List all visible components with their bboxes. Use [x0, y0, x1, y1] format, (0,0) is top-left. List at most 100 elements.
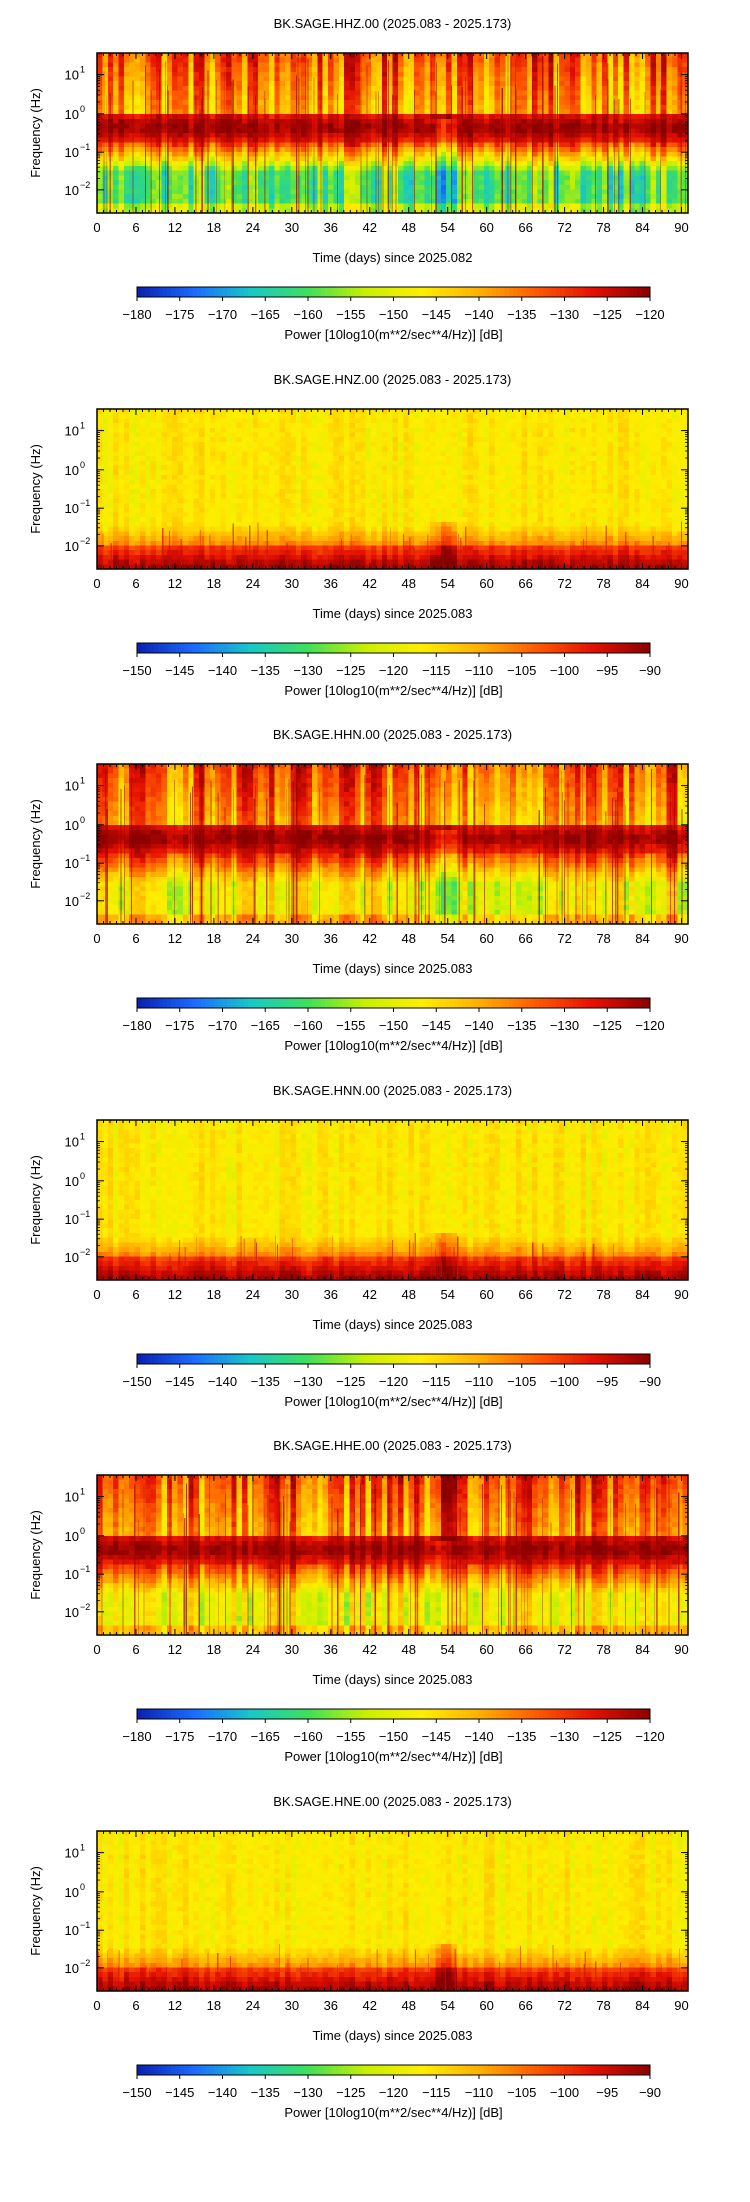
heatmap-cell	[425, 138, 431, 143]
heatmap-cell	[548, 138, 554, 143]
heatmap-cell	[161, 423, 167, 428]
colorbar-segment	[171, 287, 176, 297]
heatmap-cell	[376, 133, 382, 138]
heatmap-cell	[269, 77, 275, 82]
heatmap-cell	[328, 62, 334, 67]
heatmap-cell	[215, 465, 221, 470]
heatmap-cell	[215, 189, 221, 194]
heatmap-cell	[532, 175, 538, 180]
heatmap-cell	[570, 166, 576, 171]
heatmap-cell	[478, 185, 484, 190]
heatmap-cell	[570, 138, 576, 143]
heatmap-cell	[129, 508, 135, 513]
heatmap-cell	[317, 72, 323, 77]
heatmap-cell	[151, 428, 157, 433]
heatmap-cell	[280, 171, 286, 176]
heatmap-cell	[145, 498, 151, 503]
heatmap-cell	[516, 161, 522, 166]
heatmap-cell	[564, 185, 570, 190]
heatmap-cell	[280, 109, 286, 114]
heatmap-cell	[172, 77, 178, 82]
heatmap-cell	[398, 72, 404, 77]
heatmap-cell	[425, 199, 431, 204]
heatmap-cell	[468, 138, 474, 143]
heatmap-cell	[645, 95, 651, 100]
heatmap-cell	[376, 95, 382, 100]
heatmap-cell	[532, 166, 538, 171]
heatmap-cell	[161, 100, 167, 105]
heatmap-cell	[178, 185, 184, 190]
heatmap-cell	[161, 503, 167, 508]
heatmap-cell	[575, 72, 581, 77]
heatmap-cell	[183, 522, 189, 527]
heatmap-cell	[178, 489, 184, 494]
heatmap-cell	[430, 86, 436, 91]
heatmap-cell	[183, 161, 189, 166]
heatmap-cell	[129, 166, 135, 171]
heatmap-cell	[613, 100, 619, 105]
heatmap-cell	[221, 81, 227, 86]
heatmap-cell	[221, 147, 227, 152]
heatmap-cell	[253, 72, 259, 77]
heatmap-cell	[124, 437, 130, 442]
heatmap-cell	[129, 81, 135, 86]
heatmap-cell	[178, 133, 184, 138]
heatmap-cell	[183, 81, 189, 86]
heatmap-cell	[403, 152, 409, 157]
heatmap-cell	[145, 527, 151, 532]
heatmap-cell	[129, 409, 135, 414]
heatmap-cell	[301, 175, 307, 180]
heatmap-cell	[409, 133, 415, 138]
heatmap-cell	[613, 128, 619, 133]
heatmap-cell	[360, 86, 366, 91]
heatmap-cell	[210, 185, 216, 190]
heatmap-cell	[543, 180, 549, 185]
heatmap-cell	[215, 152, 221, 157]
heatmap-cell	[151, 456, 157, 461]
heatmap-cell	[317, 199, 323, 204]
heatmap-cell	[468, 161, 474, 166]
heatmap-cell	[301, 199, 307, 204]
heatmap-cell	[172, 536, 178, 541]
heatmap-cell	[360, 128, 366, 133]
heatmap-cell	[140, 418, 146, 423]
heatmap-cell	[161, 437, 167, 442]
heatmap-cell	[339, 95, 345, 100]
heatmap-cell	[441, 142, 447, 147]
heatmap-cell	[495, 105, 501, 110]
heatmap-cell	[333, 119, 339, 124]
colorbar-segment	[577, 287, 582, 297]
heatmap-cell	[570, 114, 576, 119]
heatmap-cell	[97, 199, 103, 204]
heatmap-cell	[591, 157, 597, 162]
heatmap-cell	[129, 465, 135, 470]
heatmap-cell	[532, 62, 538, 67]
heatmap-cell	[468, 114, 474, 119]
heatmap-cell	[118, 418, 124, 423]
heatmap-cell	[140, 189, 146, 194]
heatmap-cell	[151, 550, 157, 555]
heatmap-cell	[521, 152, 527, 157]
heatmap-cell	[188, 91, 194, 96]
heatmap-cell	[339, 86, 345, 91]
heatmap-cell	[118, 175, 124, 180]
heatmap-cell	[301, 114, 307, 119]
heatmap-cell	[221, 77, 227, 82]
heatmap-cell	[500, 124, 506, 129]
heatmap-cell	[478, 175, 484, 180]
heatmap-cell	[102, 418, 108, 423]
heatmap-cell	[495, 157, 501, 162]
heatmap-cell	[210, 199, 216, 204]
heatmap-cell	[586, 81, 592, 86]
heatmap-cell	[135, 124, 141, 129]
heatmap-cell	[274, 199, 280, 204]
colorbar-segment	[137, 287, 142, 297]
heatmap-cell	[489, 142, 495, 147]
colorbar	[137, 287, 651, 297]
colorbar-segment	[299, 287, 304, 297]
y-tick-label: 10	[65, 183, 79, 198]
heatmap-cell	[129, 171, 135, 176]
heatmap-cell	[129, 100, 135, 105]
heatmap-cell	[360, 161, 366, 166]
heatmap-cell	[559, 119, 565, 124]
